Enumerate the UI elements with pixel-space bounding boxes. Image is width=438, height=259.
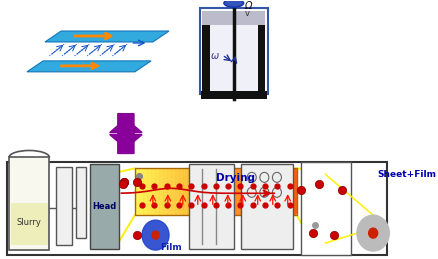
Bar [223,168,228,215]
Bar [183,168,188,215]
Bar [300,162,350,255]
Bar [231,168,237,215]
Text: Slurry: Slurry [17,218,42,227]
Bar [252,168,257,215]
Bar [280,168,285,215]
Text: ω: ω [211,51,219,61]
Text: Drying: Drying [215,173,254,183]
Bar [199,168,204,215]
Bar [147,168,152,215]
Bar [268,168,273,215]
Bar [163,168,168,215]
Bar [188,164,233,249]
Bar [276,168,281,215]
Bar [203,168,208,215]
Text: Head: Head [92,202,116,211]
Bar [264,168,268,215]
Bar [207,168,212,215]
Bar [284,168,289,215]
Circle shape [356,215,389,251]
Text: Film: Film [160,243,181,252]
Bar [240,164,293,249]
Bar [195,168,200,215]
Text: Ω: Ω [244,1,251,11]
Ellipse shape [223,0,243,7]
Bar [134,168,139,215]
Bar [215,168,220,215]
Bar [7,162,386,255]
Bar [90,164,118,249]
Bar [211,168,216,215]
Bar [240,168,244,215]
Bar [292,168,297,215]
Bar [138,168,144,215]
Bar [258,11,265,91]
Bar [272,168,277,215]
Bar [75,167,86,238]
Text: v: v [244,9,249,18]
Bar [167,168,172,215]
Bar [56,167,72,245]
FancyArrow shape [110,119,142,154]
Circle shape [152,231,159,239]
Bar [179,168,184,215]
Bar [199,8,267,94]
Bar [9,157,49,250]
Bar [155,168,160,215]
Bar [219,168,224,215]
Polygon shape [27,61,151,72]
Bar [288,168,293,215]
Bar [260,168,265,215]
Bar [256,168,261,215]
Text: Sheet+Film: Sheet+Film [377,170,436,179]
Polygon shape [45,31,169,42]
Bar [171,168,176,215]
Bar [200,91,266,99]
Bar [236,168,240,215]
Bar [134,168,296,215]
Bar [159,168,164,215]
Bar [247,168,253,215]
Bar [143,168,148,215]
Bar [202,11,209,91]
Bar [202,11,265,91]
Bar [187,168,192,215]
Bar [244,168,248,215]
Bar [202,11,265,25]
Bar [227,168,232,215]
FancyArrow shape [110,114,142,148]
Bar [11,203,48,245]
Bar [175,168,180,215]
Circle shape [368,228,377,238]
Bar [151,168,155,215]
Bar [191,168,196,215]
Circle shape [142,220,169,250]
